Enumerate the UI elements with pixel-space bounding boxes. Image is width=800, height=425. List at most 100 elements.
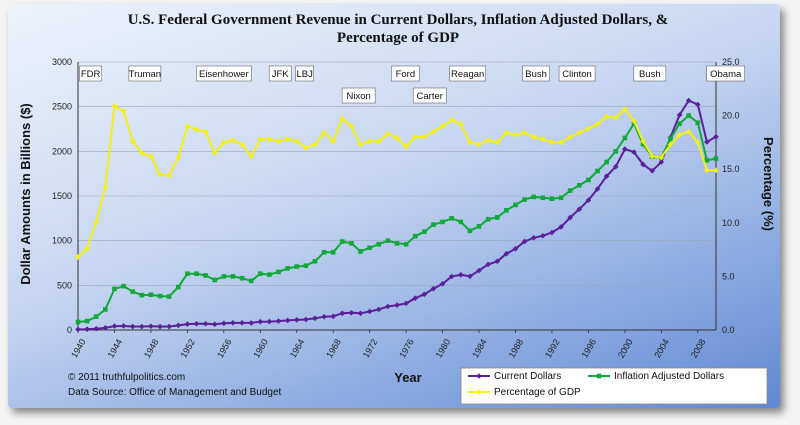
data-point bbox=[157, 171, 163, 178]
data-point bbox=[622, 146, 628, 152]
president-label-box bbox=[391, 65, 420, 82]
x-tick-labels: 1940 1944 1948 1952 1956 1960 1964 1968 1972 1976… bbox=[69, 330, 708, 360]
data-point bbox=[129, 323, 136, 330]
y-tick-label-left: 0 bbox=[67, 325, 72, 335]
data-point bbox=[211, 321, 218, 327]
data-point bbox=[357, 310, 364, 317]
data-point bbox=[84, 245, 90, 252]
data-point bbox=[704, 139, 710, 145]
data-point bbox=[521, 129, 528, 136]
y-tick-labels: 0 500 1000 1500 2000 2500 3000 0.0 5.0 10.0 15.0 20… bbox=[52, 57, 740, 335]
data-point bbox=[157, 323, 163, 330]
data-point bbox=[594, 186, 601, 192]
copyright-text: © 2011 truthfulpolitics.com bbox=[68, 372, 185, 383]
legend-marker bbox=[476, 373, 482, 379]
data-point bbox=[485, 216, 491, 222]
data-point bbox=[148, 153, 154, 160]
x-tick-label: 1968 bbox=[324, 337, 343, 359]
data-point bbox=[102, 325, 109, 331]
x-axis-title: Year bbox=[394, 370, 421, 385]
data-point bbox=[212, 277, 218, 283]
president-label: Carter bbox=[417, 91, 443, 102]
y-tick-label-left: 1500 bbox=[52, 191, 72, 201]
president-label: JFK bbox=[272, 69, 290, 80]
data-point bbox=[412, 134, 419, 140]
data-point bbox=[540, 232, 546, 239]
data-point bbox=[485, 137, 491, 144]
data-point bbox=[93, 314, 99, 319]
data-point bbox=[448, 117, 455, 123]
data-point bbox=[385, 131, 391, 137]
y-tick-label-left: 3000 bbox=[52, 57, 72, 67]
data-point bbox=[521, 238, 528, 245]
data-point bbox=[713, 156, 719, 161]
data-point bbox=[676, 112, 683, 118]
data-point bbox=[312, 315, 318, 322]
data-point bbox=[194, 271, 199, 277]
legend-label: Percentage of GDP bbox=[494, 387, 581, 398]
data-point bbox=[421, 291, 428, 298]
data-point bbox=[704, 157, 710, 163]
president-label: Nixon bbox=[346, 91, 370, 102]
data-point bbox=[485, 261, 491, 268]
data-point bbox=[695, 120, 701, 126]
data-point bbox=[467, 273, 473, 280]
data-point bbox=[375, 138, 382, 145]
data-point bbox=[239, 320, 245, 326]
axes bbox=[77, 62, 717, 331]
data-point bbox=[458, 271, 464, 278]
data-point bbox=[430, 128, 437, 135]
data-point bbox=[530, 134, 537, 140]
data-point bbox=[75, 319, 81, 325]
data-point bbox=[595, 168, 600, 174]
data-point bbox=[704, 167, 710, 174]
data-point bbox=[230, 274, 236, 279]
data-point bbox=[121, 283, 126, 289]
data-point bbox=[157, 293, 163, 299]
data-point bbox=[658, 154, 665, 161]
data-point bbox=[111, 103, 118, 109]
data-point bbox=[631, 118, 637, 124]
chart-title-line1: U.S. Federal Government Revenue in Curre… bbox=[128, 12, 669, 28]
data-point bbox=[84, 318, 90, 324]
president-label-box bbox=[522, 65, 550, 82]
data-point bbox=[357, 141, 364, 148]
data-point bbox=[166, 294, 172, 299]
data-point bbox=[512, 132, 519, 138]
data-point bbox=[439, 123, 446, 130]
data-point bbox=[439, 281, 446, 287]
data-point bbox=[358, 249, 363, 254]
data-point bbox=[75, 254, 81, 260]
data-point bbox=[449, 216, 454, 221]
data-point bbox=[175, 284, 181, 290]
data-point bbox=[202, 320, 209, 327]
president-label-box bbox=[295, 65, 314, 82]
legend: Current Dollars Inflation Adjusted Dollar… bbox=[460, 367, 768, 405]
data-point bbox=[612, 114, 619, 121]
x-tick-label: 1948 bbox=[142, 337, 161, 359]
data-point bbox=[175, 322, 182, 329]
data-point bbox=[412, 233, 418, 239]
data-point bbox=[567, 214, 573, 221]
president-label-box bbox=[196, 65, 252, 82]
data-point bbox=[294, 264, 300, 269]
y-tick-label-left: 500 bbox=[57, 280, 72, 290]
data-point bbox=[685, 97, 692, 104]
data-point bbox=[185, 271, 190, 277]
president-label: Clinton bbox=[562, 69, 592, 80]
data-point bbox=[549, 229, 555, 236]
legend-box bbox=[460, 367, 768, 405]
president-label: FDR bbox=[81, 69, 101, 80]
data-point bbox=[139, 150, 145, 156]
data-point bbox=[266, 318, 273, 325]
president-label: Reagan bbox=[451, 69, 484, 80]
data-point bbox=[686, 113, 691, 118]
data-point bbox=[403, 300, 409, 307]
data-point bbox=[112, 286, 117, 292]
data-point bbox=[467, 139, 473, 146]
data-point bbox=[394, 135, 400, 141]
data-point bbox=[713, 133, 719, 140]
x-tick-label: 1940 bbox=[69, 337, 88, 359]
data-point bbox=[293, 138, 300, 145]
data-point bbox=[321, 129, 327, 136]
